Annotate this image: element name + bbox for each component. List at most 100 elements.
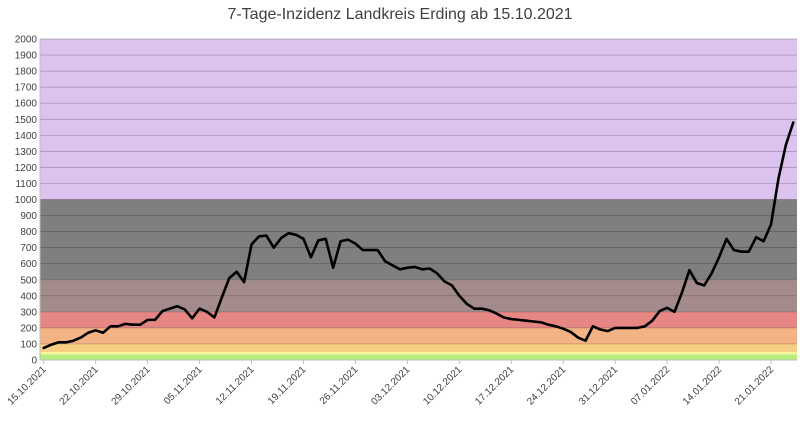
y-tick-label-12: 1200 <box>15 163 38 174</box>
data-point <box>614 327 617 329</box>
chart-title: 7-Tage-Inzidenz Landkreis Erding ab 15.1… <box>227 6 573 23</box>
y-tick-label-18: 1800 <box>15 67 38 78</box>
band-6 <box>40 199 797 280</box>
x-tick-label-12: 07.01.2022 <box>629 364 672 407</box>
data-point <box>562 327 565 330</box>
data-point <box>57 341 60 344</box>
data-point <box>606 330 609 333</box>
series-lines <box>42 121 795 350</box>
x-tick-label-5: 19.11.2021 <box>266 364 309 407</box>
data-point <box>710 272 713 275</box>
data-point <box>584 339 587 342</box>
data-point <box>502 316 505 319</box>
y-tick-label-20: 2000 <box>15 35 38 46</box>
x-tick-label-8: 10.12.2021 <box>421 364 464 407</box>
band-3 <box>40 327 797 344</box>
data-point <box>117 325 119 328</box>
data-point <box>451 284 453 287</box>
x-axis-ticks: 15.10.2021 22.10.2021 29.10.2021 05.11.2021… <box>6 360 776 408</box>
band-1 <box>40 351 797 355</box>
y-tick-label-1: 100 <box>20 339 37 350</box>
data-point <box>228 277 231 280</box>
x-tick-label-6: 26.11.2021 <box>318 364 361 407</box>
band-0 <box>40 354 797 360</box>
data-point <box>354 242 357 245</box>
data-point <box>42 347 45 349</box>
data-point <box>243 281 245 284</box>
data-point <box>183 308 186 311</box>
x-tick-label-9: 17.12.2021 <box>473 364 516 407</box>
data-point <box>599 328 602 331</box>
data-point <box>87 331 90 334</box>
band-4 <box>40 311 797 328</box>
y-tick-label-15: 1500 <box>15 115 38 126</box>
x-tick-label-14: 21.01.2022 <box>733 364 776 407</box>
data-point <box>339 240 342 243</box>
y-axis-ticks: 0 100 200 300 400 500 600 700 800 900 1000 1100 1200… <box>15 35 38 367</box>
y-tick-label-6: 600 <box>20 259 37 270</box>
y-tick-label-4: 400 <box>20 291 37 302</box>
data-point <box>673 310 676 313</box>
data-point <box>458 294 461 297</box>
x-tick-label-3: 05.11.2021 <box>162 364 205 407</box>
data-point <box>191 317 194 320</box>
data-point <box>399 268 401 271</box>
x-tick-label-0: 15.10.2021 <box>6 364 49 407</box>
data-point <box>688 269 691 272</box>
x-tick-label-4: 12.11.2021 <box>214 364 257 407</box>
data-point <box>643 325 646 328</box>
x-tick-label-2: 29.10.2021 <box>110 364 153 407</box>
data-point <box>391 264 394 267</box>
data-point <box>517 318 520 321</box>
y-tick-label-9: 900 <box>20 211 37 222</box>
data-point <box>718 256 720 259</box>
y-tick-label-16: 1600 <box>15 99 38 110</box>
data-point <box>725 237 728 240</box>
data-point <box>443 280 446 283</box>
data-point <box>384 260 386 263</box>
data-point <box>695 282 698 284</box>
data-point <box>94 329 97 332</box>
data-point <box>369 249 372 251</box>
data-point <box>488 309 490 312</box>
data-point <box>324 237 327 240</box>
band-5 <box>40 279 797 312</box>
data-point <box>784 144 787 146</box>
data-point <box>265 234 268 237</box>
data-point <box>436 272 438 275</box>
background-bands <box>40 39 797 360</box>
data-point <box>636 327 639 329</box>
data-point <box>747 250 750 253</box>
data-point <box>317 239 320 242</box>
data-point <box>287 232 290 235</box>
data-point <box>547 323 550 326</box>
y-tick-label-19: 1900 <box>15 51 38 62</box>
data-point <box>72 339 75 342</box>
data-point <box>280 237 283 239</box>
data-point <box>220 296 223 299</box>
data-point <box>554 325 557 328</box>
data-point <box>421 268 424 271</box>
data-point <box>161 310 164 312</box>
data-point <box>206 310 208 313</box>
data-point <box>629 327 631 329</box>
data-point <box>532 320 535 323</box>
data-point <box>198 307 201 310</box>
data-point <box>361 249 364 251</box>
data-point <box>79 336 82 339</box>
data-point <box>176 305 179 308</box>
data-point <box>510 318 513 320</box>
data-point <box>124 322 127 325</box>
data-point <box>755 236 758 239</box>
y-tick-label-11: 1100 <box>15 179 37 190</box>
data-point <box>258 235 260 238</box>
data-point <box>309 256 312 259</box>
y-tick-label-5: 500 <box>20 275 37 286</box>
data-point <box>733 249 735 251</box>
data-point <box>131 323 134 326</box>
x-tick-label-7: 03.12.2021 <box>369 364 412 407</box>
y-tick-label-17: 1700 <box>15 83 38 94</box>
y-tick-label-10: 1000 <box>15 195 38 206</box>
data-point <box>213 316 216 319</box>
